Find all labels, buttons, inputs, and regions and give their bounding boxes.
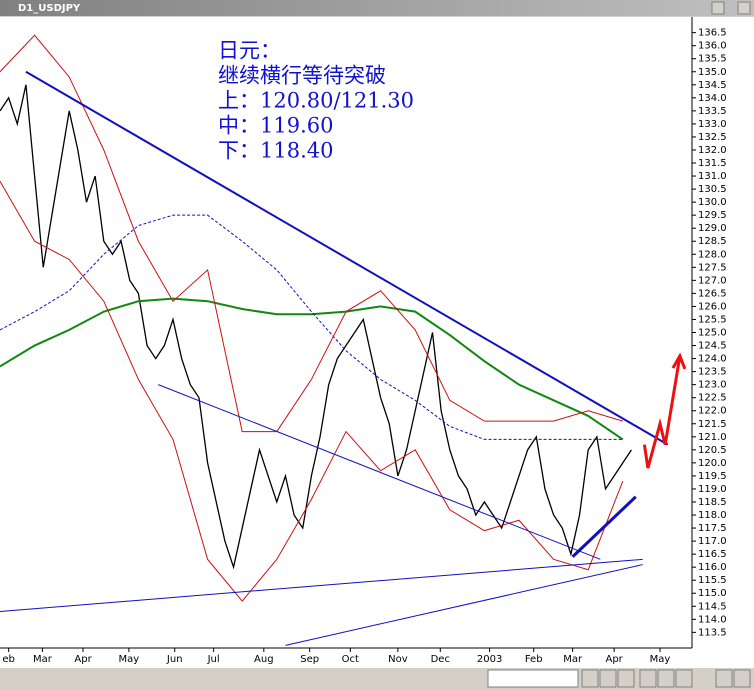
toolbar-button[interactable] [617,669,635,688]
x-tick-label: Dec [431,654,450,665]
y-tick-label: 126.5 [698,288,727,299]
y-tick-label: 119.5 [698,471,727,482]
y-tick-label: 127.0 [698,275,727,286]
annotation-text: 下：118.40 [218,139,333,163]
y-tick-label: 132.0 [698,145,727,156]
y-tick-label: 120.0 [698,458,727,469]
y-tick-label: 136.5 [698,28,727,39]
y-tick-label: 128.5 [698,236,727,247]
annotation-text: 继续横行等待突破 [218,64,386,88]
y-tick-label: 129.5 [698,210,727,221]
plot-background [0,17,754,668]
arrow-head [671,352,687,370]
x-tick-label: Oct [342,654,359,665]
y-tick-label: 123.5 [698,367,727,378]
y-tick-label: 126.0 [698,301,727,312]
y-tick-label: 134.0 [698,93,727,104]
trend-line [25,70,669,446]
y-tick-label: 125.0 [698,328,727,339]
trend-line [285,564,643,646]
series-line [0,214,623,440]
series-line [0,34,623,433]
zoom-in-button[interactable] [657,669,675,688]
y-tick-label: 115.0 [698,588,727,599]
x-tick-label: Apr [605,654,623,665]
series-line [0,84,632,570]
y-tick-label: 123.0 [698,380,727,391]
y-tick-label: 117.5 [698,523,727,534]
y-tick-label: 133.5 [698,106,727,117]
window-title: D1_USDJPY [18,3,81,14]
y-tick-label: 118.0 [698,510,727,521]
y-tick-label: 128.0 [698,249,727,260]
x-tick-label: May [650,654,671,665]
x-tick-label: Jun [166,654,183,665]
y-tick-label: 118.5 [698,497,727,508]
y-tick-label: 131.0 [698,171,727,182]
y-tick-label: 114.5 [698,601,727,612]
annotation-text: 中：119.60 [218,114,333,138]
y-tick-label: 122.0 [698,406,727,417]
y-tick-label: 133.0 [698,119,727,130]
plot [0,34,632,602]
close-button[interactable] [737,1,751,15]
y-tick-label: 132.5 [698,132,727,143]
x-tick-label: Apr [74,654,92,665]
x-tick-label: Aug [254,654,274,665]
x-tick-label: eb [2,654,15,665]
x-tick-label: Sep [300,654,319,665]
toolbar-button[interactable] [581,669,599,688]
x-tick-label: Feb [525,654,543,665]
y-tick-label: 135.5 [698,54,727,65]
zoom-out-button[interactable] [639,669,657,688]
scrollbar[interactable] [487,669,579,688]
series-line [0,181,624,602]
y-tick-label: 115.5 [698,575,727,586]
y-tick-label: 121.0 [698,432,727,443]
title-bar [0,0,754,16]
y-tick-label: 134.5 [698,80,727,91]
toolbar-button[interactable] [715,669,733,688]
y-tick-label: 124.5 [698,341,727,352]
y-tick-label: 131.5 [698,158,727,169]
y-tick-label: 124.0 [698,354,727,365]
series-line [0,297,624,441]
y-tick-label: 130.5 [698,184,727,195]
trend-line [642,355,682,469]
y-tick-label: 117.0 [698,536,727,547]
y-tick-label: 136.0 [698,41,727,52]
y-tick-label: 119.0 [698,484,727,495]
x-tick-label: Nov [388,654,408,665]
annotation-text: 上：120.80/121.30 [218,89,414,113]
toolbar-button[interactable] [675,669,693,688]
x-tick-label: Jul [207,654,220,665]
x-tick-label: 2003 [477,654,502,665]
x-tick-label: Mar [563,654,583,665]
y-tick-label: 130.0 [698,197,727,208]
y-tick-label: 116.5 [698,549,727,560]
x-tick-label: May [119,654,140,665]
x-tick-label: Mar [33,654,53,665]
y-tick-label: 135.0 [698,67,727,78]
y-tick-label: 121.5 [698,419,727,430]
restore-button[interactable] [711,1,725,15]
annotation-text: 日元： [218,39,281,63]
y-tick-label: 114.0 [698,614,727,625]
y-tick-label: 120.5 [698,445,727,456]
toolbar-button[interactable] [599,669,617,688]
trend-line [571,495,637,558]
y-tick-label: 113.5 [698,627,727,638]
y-tick-label: 116.0 [698,562,727,573]
y-tick-label: 129.0 [698,223,727,234]
y-tick-label: 127.5 [698,262,727,273]
y-tick-label: 122.5 [698,393,727,404]
trend-line [158,384,601,560]
toolbar-button[interactable] [733,669,751,688]
y-tick-label: 125.5 [698,314,727,325]
trend-line [0,558,643,612]
annotations: 日元：继续横行等待突破上：120.80/121.30中：119.60下：118.… [0,39,687,646]
